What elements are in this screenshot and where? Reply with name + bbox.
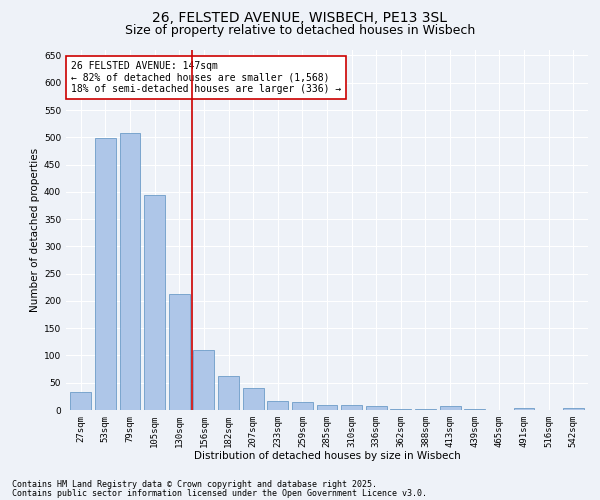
Bar	[70, 392, 91, 410]
Bar	[144, 194, 165, 410]
Bar	[218, 376, 239, 410]
Text: Size of property relative to detached houses in Wisbech: Size of property relative to detached ho…	[125, 24, 475, 37]
Text: Contains public sector information licensed under the Open Government Licence v3: Contains public sector information licen…	[12, 488, 427, 498]
Text: 26 FELSTED AVENUE: 147sqm
← 82% of detached houses are smaller (1,568)
18% of se: 26 FELSTED AVENUE: 147sqm ← 82% of detac…	[71, 61, 341, 94]
Bar	[514, 408, 535, 410]
Y-axis label: Number of detached properties: Number of detached properties	[30, 148, 40, 312]
Bar	[95, 138, 116, 410]
Bar	[366, 406, 387, 410]
Bar	[464, 409, 485, 410]
Text: 26, FELSTED AVENUE, WISBECH, PE13 3SL: 26, FELSTED AVENUE, WISBECH, PE13 3SL	[152, 11, 448, 25]
Text: Contains HM Land Registry data © Crown copyright and database right 2025.: Contains HM Land Registry data © Crown c…	[12, 480, 377, 489]
Bar	[317, 404, 337, 410]
Bar	[119, 133, 140, 410]
Bar	[415, 409, 436, 410]
Bar	[341, 404, 362, 410]
Bar	[292, 402, 313, 410]
Bar	[563, 408, 584, 410]
Bar	[169, 294, 190, 410]
X-axis label: Distribution of detached houses by size in Wisbech: Distribution of detached houses by size …	[194, 452, 460, 462]
Bar	[242, 388, 263, 410]
Bar	[391, 409, 412, 410]
Bar	[440, 406, 461, 410]
Bar	[267, 400, 288, 410]
Bar	[193, 350, 214, 410]
